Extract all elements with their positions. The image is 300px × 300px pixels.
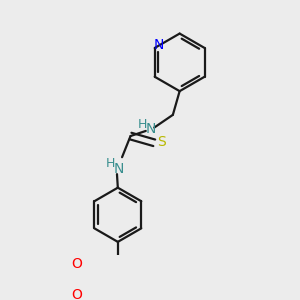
Text: N: N (113, 162, 124, 176)
Text: O: O (71, 288, 82, 300)
Text: H: H (138, 118, 147, 131)
Text: N: N (154, 38, 164, 52)
Text: S: S (158, 135, 166, 149)
Text: O: O (72, 257, 83, 271)
Text: H: H (106, 158, 115, 170)
Text: N: N (146, 122, 156, 136)
